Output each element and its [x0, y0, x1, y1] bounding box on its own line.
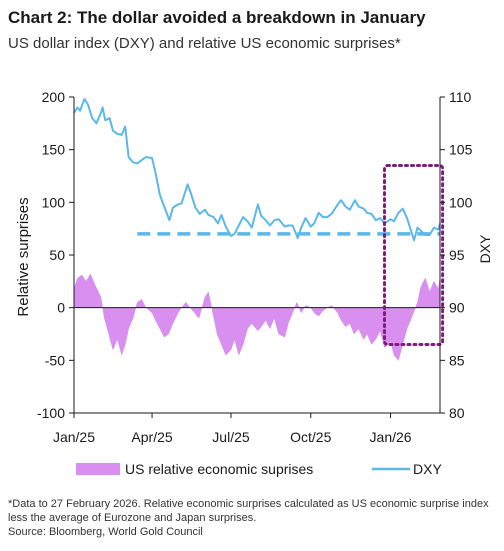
- y-left-tick-label: 0: [57, 300, 65, 316]
- series-line-dxy: [73, 98, 441, 242]
- x-tick-label: Jan/25: [53, 429, 95, 445]
- y-right-tick-label: 105: [449, 142, 473, 158]
- x-tick-label: Oct/25: [290, 429, 331, 445]
- y-right-tick-label: 90: [449, 300, 465, 316]
- legend: US relative economic suprises DXY: [76, 461, 442, 477]
- y-left-axis-label: Relative surprises: [15, 197, 32, 316]
- chart-subtitle: US dollar index (DXY) and relative US ec…: [8, 35, 401, 52]
- y-right-tick-label: 85: [449, 352, 465, 368]
- footnote: *Data to 27 February 2026. Relative econ…: [8, 498, 489, 524]
- dxy-line-layer: [73, 98, 441, 242]
- footnote-block: *Data to 27 February 2026. Relative econ…: [8, 497, 498, 539]
- legend-swatch-relative-surprises: [76, 463, 120, 475]
- y-left-tick-label: -100: [37, 405, 65, 421]
- y-left-tick-label: 200: [42, 89, 66, 105]
- y-right-axis-label: DXY: [477, 234, 493, 263]
- x-tick-label: Jan/26: [370, 429, 412, 445]
- chart-title: Chart 2: The dollar avoided a breakdown …: [8, 8, 426, 27]
- chart: -100 -50 0 50 100 150 200 80 85 90 95 100 105 110 Jan/…: [15, 89, 493, 477]
- y-left-tick-label: 50: [49, 247, 65, 263]
- legend-label-dxy: DXY: [413, 461, 442, 477]
- axes: -100 -50 0 50 100 150 200 80 85 90 95 100 105 110 Jan/…: [15, 89, 493, 445]
- legend-label-relative-surprises: US relative economic suprises: [125, 461, 313, 477]
- y-left-tick-label: 100: [42, 194, 66, 210]
- y-right-tick-label: 95: [449, 247, 465, 263]
- y-left-tick-label: 150: [42, 142, 66, 158]
- y-right-tick-label: 80: [449, 405, 465, 421]
- y-left-tick-label: -50: [45, 352, 65, 368]
- x-tick-label: Apr/25: [131, 429, 172, 445]
- x-tick-label: Jul/25: [212, 429, 250, 445]
- y-right-tick-label: 110: [449, 89, 472, 105]
- y-right-tick-label: 100: [449, 194, 473, 210]
- area-layer: [73, 273, 441, 361]
- source: Source: Bloomberg, World Gold Council: [8, 526, 203, 538]
- area-series-relative-surprises: [73, 273, 441, 361]
